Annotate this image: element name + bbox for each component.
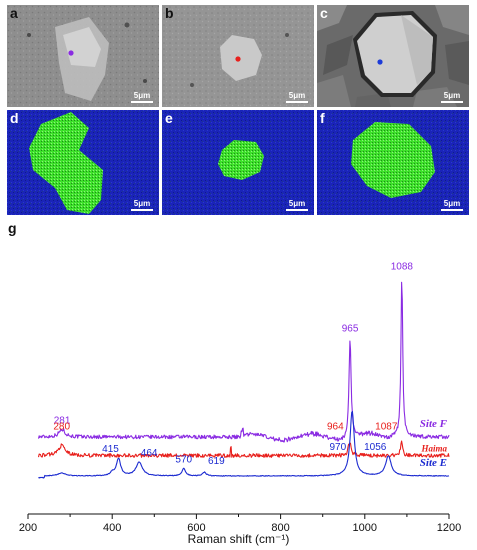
panel-label: b [165,5,174,21]
series-name-label: Site E [420,457,447,469]
series-line-haima [37,440,450,458]
annotation-layer: Site F 281 965 1088 Haima 280 964 1087 Site E 415… [53,262,447,469]
element-map-e: e 5μm [162,110,314,215]
scale-bar: 5μm [131,91,153,103]
panel-label: e [165,110,173,126]
x-tick-label: 200 [19,522,37,532]
scale-bar: 5μm [441,91,463,103]
peak-label: 1087 [375,422,398,433]
x-tick-label: 1000 [353,522,377,532]
scale-bar-text: 5μm [443,199,461,208]
panel-label: a [10,5,18,21]
sem-image-b-graphic [162,5,314,107]
scale-bar-text: 5μm [133,91,151,100]
peak-label: 1056 [364,442,387,453]
series-line-site-e [38,410,450,479]
series-name-label: Haima [420,444,447,454]
x-axis-label: Raman shift (cm⁻¹) [187,532,290,546]
element-map-d: d 5μm [7,110,159,215]
site-marker-dot [377,59,383,65]
site-marker-dot [68,50,74,56]
sem-image-a-graphic [7,5,159,107]
x-axis: 200 400 600 800 1000 1200 [19,513,461,532]
sem-image-a: a 5μm [7,5,159,107]
panel-label: d [10,110,19,126]
series-name-label: Site F [420,418,448,430]
panel-label: c [320,5,328,21]
series-layer [37,281,450,479]
scale-bar-text: 5μm [288,199,306,208]
sem-image-b: b 5μm [162,5,314,107]
element-map-e-graphic [162,110,314,215]
peak-label: 619 [208,456,225,467]
peak-label: 965 [342,324,359,335]
peak-label: 280 [53,422,70,433]
raman-spectrum-chart: 200 400 600 800 1000 1200 Site F 281 965 1088 Hai… [19,262,461,532]
element-map-f: f 5μm [317,110,469,215]
scale-bar-text: 5μm [133,199,151,208]
x-tick-label: 600 [187,522,205,532]
site-marker-dot [235,56,241,62]
peak-label: 464 [141,448,158,459]
element-map-d-graphic [7,110,159,215]
sem-image-c-graphic [317,5,469,107]
x-tick-label: 1200 [437,522,461,532]
scale-bar: 5μm [131,199,153,211]
scale-bar: 5μm [286,91,308,103]
peak-label: 970 [329,442,346,453]
scale-bar: 5μm [441,199,463,211]
scale-bar-text: 5μm [443,91,461,100]
panel-label: f [320,110,325,126]
x-tick-label: 800 [271,522,289,532]
peak-label: 964 [327,422,344,433]
x-tick-label: 400 [103,522,121,532]
peak-label: 1088 [391,262,414,273]
series-line-site-f [37,281,450,443]
peak-label: 281 [54,415,71,426]
peak-label: 570 [175,454,192,465]
scale-bar-text: 5μm [288,91,306,100]
scale-bar: 5μm [286,199,308,211]
panel-label-g: g [8,220,17,236]
sem-image-c: c 5μm [317,5,469,107]
element-map-f-graphic [317,110,469,215]
peak-label: 415 [102,444,119,455]
